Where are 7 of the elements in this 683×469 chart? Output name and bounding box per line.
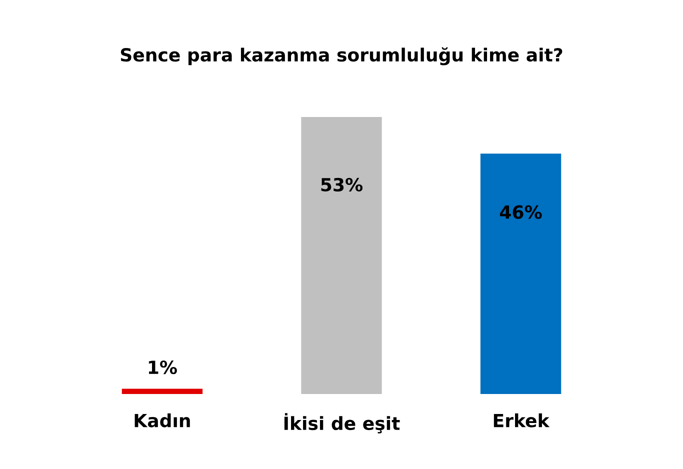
x-tick-label: İkisi de eşit xyxy=(284,413,400,434)
x-tick-label: Kadın xyxy=(134,413,190,428)
data-label: 1% xyxy=(148,360,177,374)
x-tick-label: Erkek xyxy=(494,413,550,428)
data-label: 53% xyxy=(321,178,363,192)
chart-title: Sence para kazanma sorumluluğu kime ait? xyxy=(120,47,562,66)
data-label: 46% xyxy=(500,205,542,219)
